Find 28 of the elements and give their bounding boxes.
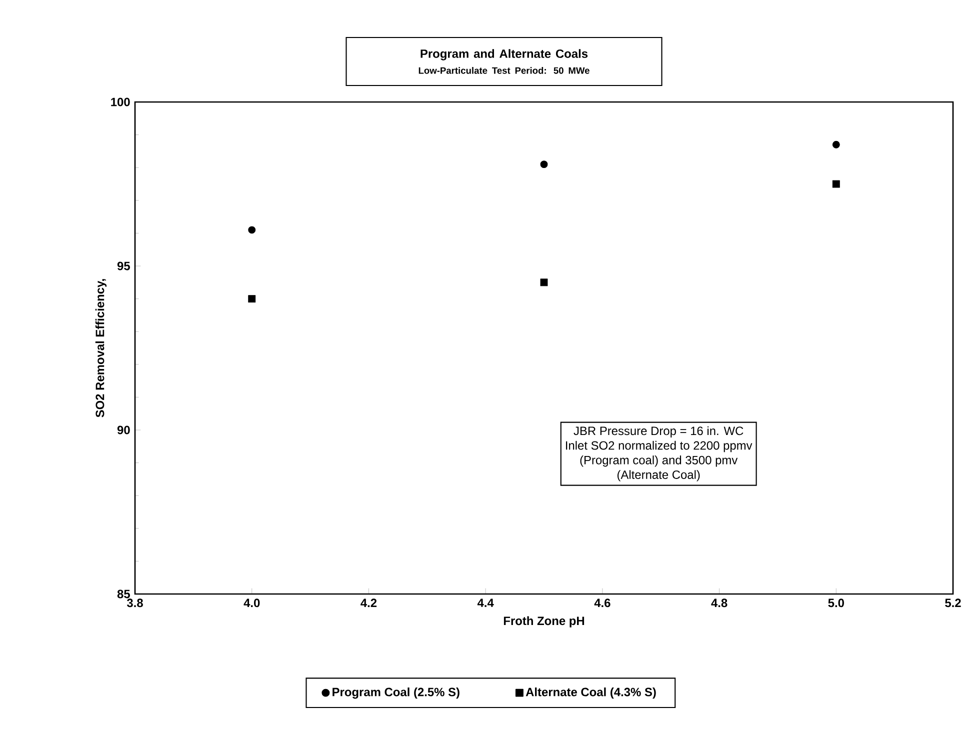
- annotation: (Alternate Coal): [617, 470, 700, 482]
- annotation: Inlet SO2 normalized to 2200 ppmv: [566, 440, 752, 452]
- y-tick-label: 100: [111, 98, 130, 106]
- annotation: JBR Pressure Drop = 16 in. WC: [574, 426, 744, 438]
- x-axis-title: Froth Zone pH: [504, 616, 584, 628]
- x-tick-label: 3.8: [126, 598, 143, 608]
- x-tick-label: 4.4: [477, 598, 494, 607]
- x-tick-label: 4.2: [360, 598, 377, 608]
- y-tick-label: 85: [117, 590, 130, 598]
- point: [832, 180, 840, 188]
- point: [832, 140, 840, 148]
- chart-title: Program and Alternate Coals: [420, 49, 588, 60]
- x-tick-label: 4.6: [594, 598, 610, 608]
- point: [248, 226, 256, 234]
- x-tick-label: 4.8: [711, 598, 728, 608]
- y-tick-label: 95: [117, 262, 130, 270]
- chart-subtitle: Low-Particulate Test Period: 50 MWe: [418, 67, 590, 74]
- x-tick-label: 5.2: [945, 598, 961, 608]
- annotation: (Program coal) and 3500 pmv: [580, 456, 738, 467]
- point: [540, 278, 548, 286]
- legend-label: Alternate Coal (4.3% S): [526, 687, 656, 699]
- x-tick-label: 4.0: [244, 598, 260, 608]
- legend-label: Program Coal (2.5% S): [332, 687, 460, 699]
- y-tick-label: 90: [117, 426, 130, 434]
- x-tick-label: 5.0: [828, 598, 844, 608]
- point: [248, 295, 256, 303]
- y-axis-title: SO2 Removal Efficiency,: [95, 279, 107, 418]
- point: [540, 160, 548, 168]
